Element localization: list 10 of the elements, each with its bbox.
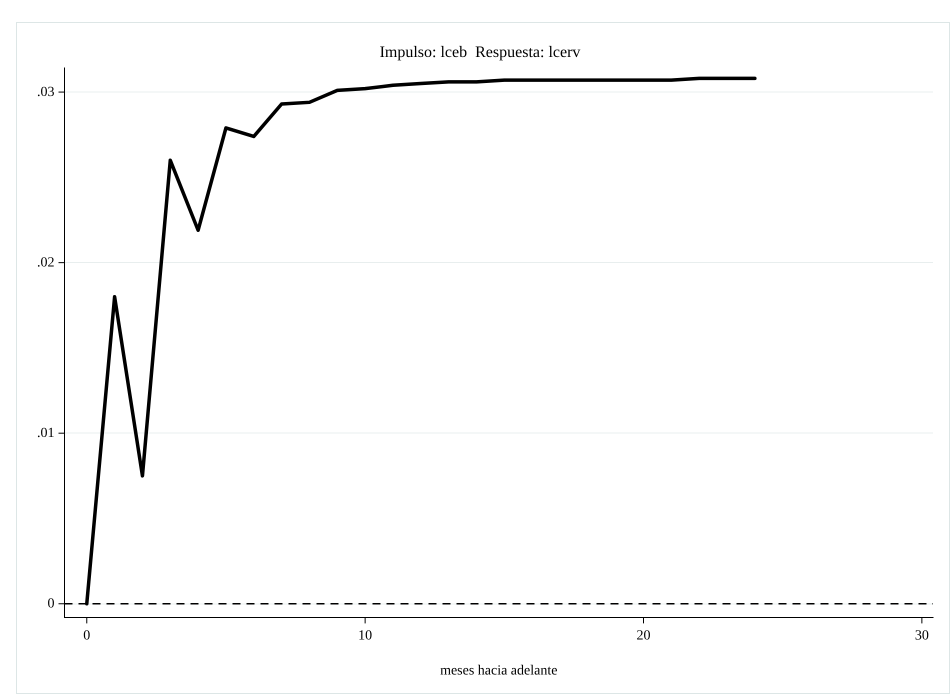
chart-title: Impulso: lceb Respuesta: lcerv [380, 44, 580, 61]
x-axis-title: meses hacia adelante [440, 663, 558, 678]
x-tick-label: 0 [83, 628, 90, 644]
x-tick-label: 20 [636, 628, 650, 644]
y-tick-label: 0 [48, 596, 54, 612]
y-tick-label: .02 [37, 255, 54, 270]
x-tick-label: 10 [358, 628, 372, 644]
x-tick-label: 30 [914, 628, 929, 644]
y-tick-label: .03 [37, 84, 54, 100]
y-tick-label: .01 [37, 426, 54, 441]
